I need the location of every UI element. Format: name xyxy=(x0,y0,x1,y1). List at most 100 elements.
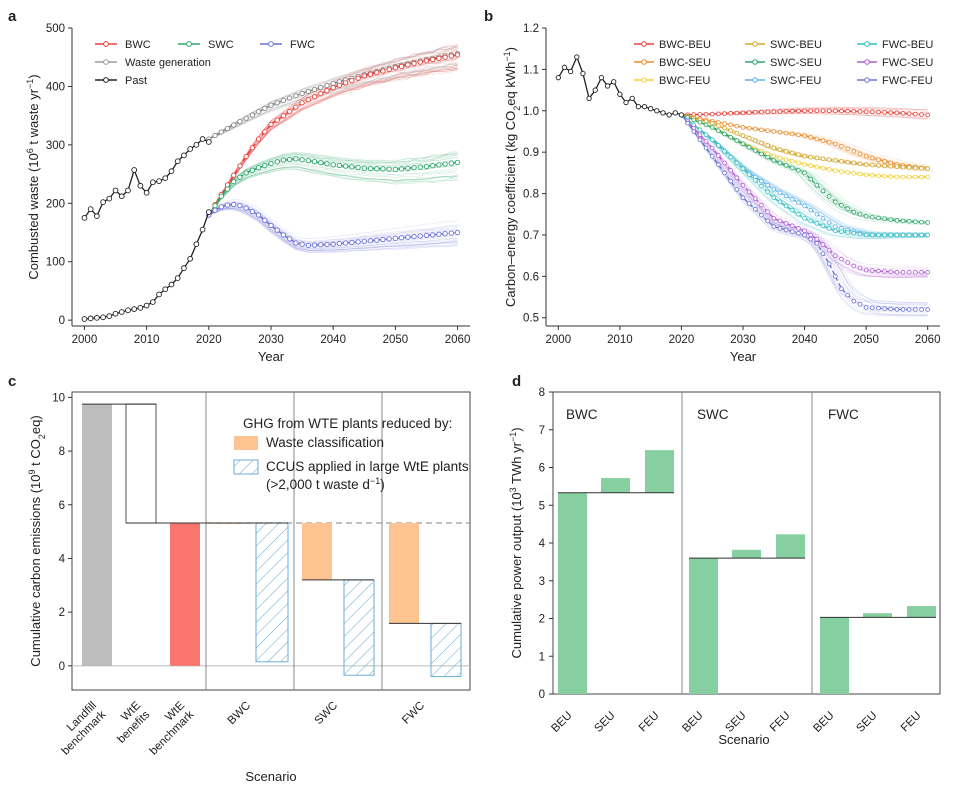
uncertainty-trace xyxy=(208,154,458,216)
legend-marker xyxy=(641,59,647,65)
series-marker xyxy=(851,108,857,114)
x-axis-label: Scenario xyxy=(245,769,296,784)
series-marker xyxy=(709,125,715,130)
uncertainty-trace xyxy=(681,114,928,234)
series-marker xyxy=(919,232,924,238)
series-marker xyxy=(814,155,820,161)
series-marker xyxy=(734,138,740,143)
series-marker xyxy=(808,154,814,160)
series-marker xyxy=(913,269,918,275)
series-marker xyxy=(703,132,709,138)
series-marker xyxy=(374,237,380,243)
series-marker xyxy=(746,144,752,150)
past-marker xyxy=(205,139,212,145)
series-marker xyxy=(826,226,832,231)
series-marker xyxy=(324,161,330,167)
series-marker xyxy=(894,232,900,238)
series-marker xyxy=(746,125,752,131)
uncertainty-trace xyxy=(681,114,928,235)
uncertainty-trace xyxy=(208,201,458,242)
series-marker xyxy=(311,159,318,165)
series-marker xyxy=(777,155,783,161)
past-marker xyxy=(193,241,200,248)
past-marker xyxy=(604,83,611,89)
y-tick-label: 2 xyxy=(59,607,65,619)
y-tick-label: 0.9 xyxy=(523,147,539,159)
series-marker xyxy=(336,82,343,88)
series-marker xyxy=(919,219,924,225)
series-marker xyxy=(851,263,857,269)
series-marker xyxy=(888,232,894,238)
plot-frame xyxy=(552,391,941,695)
series-marker xyxy=(851,160,857,166)
uncertainty-trace xyxy=(208,63,458,140)
bar-fwc-ccus xyxy=(430,622,462,678)
series-marker xyxy=(280,97,287,104)
uncertainty-trace xyxy=(681,113,928,120)
series-marker xyxy=(386,166,392,172)
series-marker xyxy=(759,109,764,115)
series-marker xyxy=(262,105,268,112)
series-marker xyxy=(857,171,863,177)
y-tick-label: 400 xyxy=(46,81,65,93)
x-axis-label: Scenario xyxy=(718,732,769,747)
uncertainty-trace xyxy=(208,66,458,216)
series-marker xyxy=(311,86,318,93)
series-marker xyxy=(882,269,887,274)
series-marker xyxy=(900,232,906,238)
uncertainty-trace xyxy=(208,68,458,216)
series-marker xyxy=(293,93,299,99)
series-marker xyxy=(318,160,324,166)
series-marker xyxy=(808,176,814,182)
past-marker xyxy=(137,305,144,311)
series-marker xyxy=(746,135,752,141)
uncertainty-trace xyxy=(681,106,928,116)
series-marker xyxy=(925,232,930,238)
series-marker xyxy=(231,201,237,208)
uncertainty-trace xyxy=(681,114,928,279)
series-marker xyxy=(411,233,417,240)
past-marker xyxy=(187,255,194,262)
series-marker xyxy=(342,163,349,169)
uncertainty-trace xyxy=(681,114,928,234)
series-marker xyxy=(802,108,807,114)
series-marker xyxy=(231,179,237,185)
series-marker xyxy=(274,227,280,233)
uncertainty-trace xyxy=(208,68,458,140)
uncertainty-trace xyxy=(208,164,458,216)
y-tick-label: 6 xyxy=(59,500,65,512)
series-marker xyxy=(802,203,807,209)
series-marker xyxy=(820,251,826,256)
series-marker xyxy=(820,242,826,247)
series-marker xyxy=(839,202,844,208)
series-marker xyxy=(753,178,758,183)
uncertainty-trace xyxy=(208,63,458,216)
uncertainty-trace xyxy=(208,168,458,216)
series-marker xyxy=(876,109,881,115)
series-marker xyxy=(826,157,832,162)
series-marker xyxy=(280,157,287,163)
past-marker xyxy=(106,313,113,319)
series-marker xyxy=(857,211,863,217)
series-marker xyxy=(888,174,894,179)
series-marker xyxy=(839,229,844,234)
series-marker xyxy=(771,154,777,159)
series-marker xyxy=(900,307,906,312)
series-marker xyxy=(894,174,900,180)
y-tick-label: 2 xyxy=(539,614,545,626)
legend-marker xyxy=(103,77,109,83)
series-marker xyxy=(691,117,697,123)
uncertainty-trace xyxy=(681,114,928,276)
series-marker xyxy=(869,162,875,168)
uncertainty-trace xyxy=(681,114,928,238)
series-marker xyxy=(685,120,690,126)
series-marker xyxy=(820,156,826,162)
series-marker xyxy=(454,52,461,58)
past-marker xyxy=(131,167,138,173)
series-marker xyxy=(863,267,869,273)
series-marker xyxy=(243,170,249,176)
series-marker xyxy=(913,165,918,171)
x-tick-label: FWC xyxy=(400,700,427,727)
x-tick-label: WtEbenchmark xyxy=(138,699,196,757)
series-marker xyxy=(906,174,912,180)
